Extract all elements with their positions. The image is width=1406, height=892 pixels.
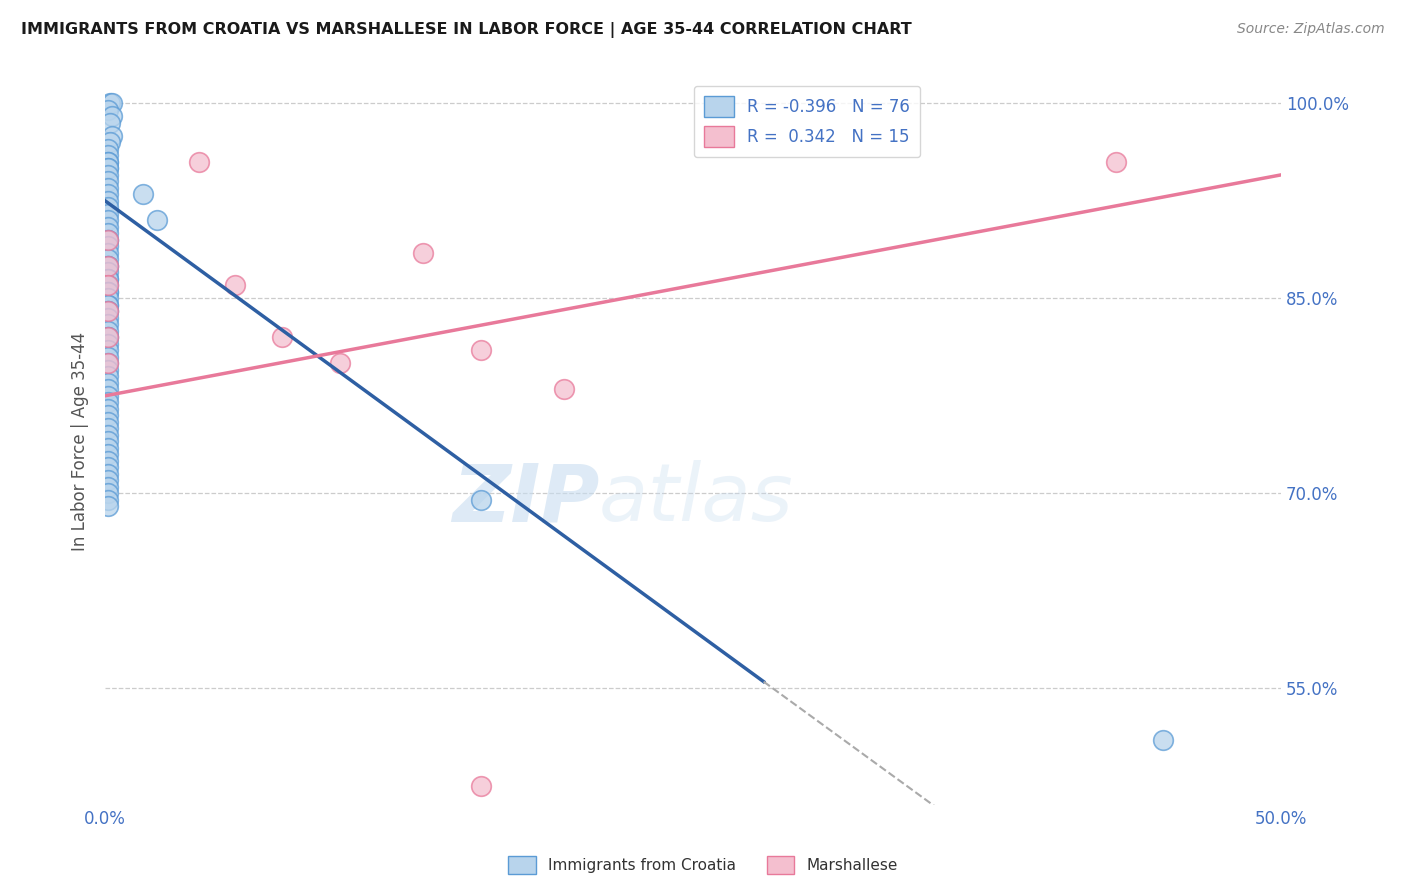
- Point: [224, 278, 246, 293]
- Point: [97, 401, 120, 416]
- Point: [97, 168, 120, 182]
- Text: IMMIGRANTS FROM CROATIA VS MARSHALLESE IN LABOR FORCE | AGE 35-44 CORRELATION CH: IMMIGRANTS FROM CROATIA VS MARSHALLESE I…: [21, 22, 912, 38]
- Point: [97, 259, 120, 273]
- Point: [97, 252, 120, 267]
- Point: [98, 136, 121, 150]
- Point: [132, 187, 155, 202]
- Point: [97, 447, 120, 461]
- Point: [98, 96, 121, 111]
- Point: [97, 343, 120, 358]
- Point: [97, 155, 120, 169]
- Point: [97, 318, 120, 332]
- Point: [97, 421, 120, 435]
- Point: [97, 207, 120, 221]
- Point: [97, 219, 120, 234]
- Point: [97, 376, 120, 390]
- Point: [97, 304, 120, 318]
- Point: [97, 369, 120, 384]
- Text: Source: ZipAtlas.com: Source: ZipAtlas.com: [1237, 22, 1385, 37]
- Point: [97, 467, 120, 481]
- Point: [146, 213, 169, 227]
- Point: [97, 213, 120, 227]
- Y-axis label: In Labor Force | Age 35-44: In Labor Force | Age 35-44: [72, 332, 89, 551]
- Point: [97, 200, 120, 214]
- Point: [97, 454, 120, 468]
- Point: [97, 233, 120, 247]
- Point: [97, 285, 120, 299]
- Point: [97, 233, 120, 247]
- Point: [97, 233, 120, 247]
- Point: [97, 304, 120, 318]
- Point: [98, 116, 121, 130]
- Text: atlas: atlas: [599, 460, 794, 539]
- Point: [97, 330, 120, 344]
- Point: [97, 278, 120, 293]
- Point: [97, 227, 120, 241]
- Point: [270, 330, 292, 344]
- Point: [97, 161, 120, 176]
- Point: [101, 110, 124, 124]
- Point: [97, 285, 120, 299]
- Point: [97, 239, 120, 253]
- Point: [97, 298, 120, 312]
- Point: [97, 473, 120, 487]
- Point: [97, 148, 120, 162]
- Text: ZIP: ZIP: [451, 460, 599, 539]
- Point: [97, 350, 120, 364]
- Point: [97, 363, 120, 377]
- Point: [470, 343, 492, 358]
- Point: [97, 382, 120, 396]
- Point: [97, 409, 120, 423]
- Point: [1152, 733, 1174, 747]
- Point: [553, 382, 575, 396]
- Point: [97, 356, 120, 370]
- Point: [97, 304, 120, 318]
- Point: [97, 389, 120, 403]
- Point: [97, 103, 120, 117]
- Point: [97, 278, 120, 293]
- Point: [97, 434, 120, 449]
- Point: [101, 128, 124, 143]
- Point: [97, 187, 120, 202]
- Point: [97, 245, 120, 260]
- Point: [97, 259, 120, 273]
- Point: [97, 330, 120, 344]
- Point: [97, 324, 120, 338]
- Point: [470, 492, 492, 507]
- Point: [97, 142, 120, 156]
- Point: [97, 500, 120, 514]
- Point: [470, 779, 492, 793]
- Point: [97, 415, 120, 429]
- Point: [97, 460, 120, 475]
- Point: [97, 194, 120, 208]
- Point: [97, 395, 120, 409]
- Point: [97, 480, 120, 494]
- Point: [1105, 155, 1128, 169]
- Point: [97, 441, 120, 455]
- Point: [97, 330, 120, 344]
- Point: [97, 356, 120, 370]
- Legend: Immigrants from Croatia, Marshallese: Immigrants from Croatia, Marshallese: [502, 850, 904, 880]
- Point: [97, 336, 120, 351]
- Point: [329, 356, 352, 370]
- Point: [97, 174, 120, 188]
- Point: [97, 272, 120, 286]
- Point: [97, 291, 120, 305]
- Point: [97, 181, 120, 195]
- Point: [97, 259, 120, 273]
- Point: [97, 310, 120, 325]
- Point: [97, 427, 120, 442]
- Legend: R = -0.396   N = 76, R =  0.342   N = 15: R = -0.396 N = 76, R = 0.342 N = 15: [693, 86, 920, 157]
- Point: [97, 492, 120, 507]
- Point: [97, 298, 120, 312]
- Point: [97, 265, 120, 279]
- Point: [97, 486, 120, 500]
- Point: [97, 272, 120, 286]
- Point: [412, 245, 434, 260]
- Point: [97, 155, 120, 169]
- Point: [101, 96, 124, 111]
- Point: [188, 155, 211, 169]
- Point: [97, 161, 120, 176]
